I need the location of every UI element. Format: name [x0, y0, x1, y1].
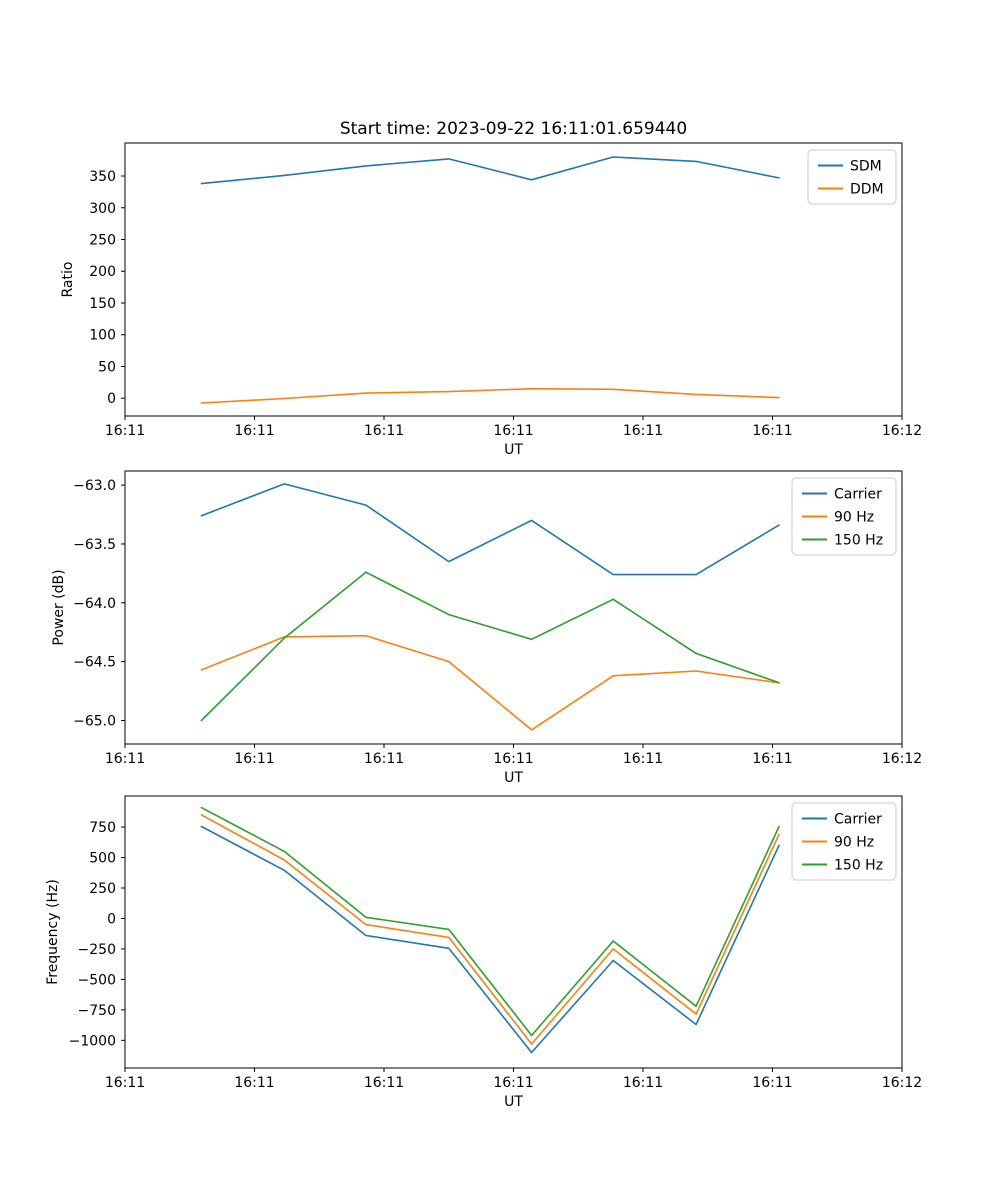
- plot-area: [124, 142, 903, 417]
- legend-entry: Carrier: [802, 487, 882, 503]
- x-tick-label: 16:11: [623, 1075, 663, 1091]
- x-axis-label: UT: [504, 1094, 523, 1110]
- x-tick-label: 16:11: [364, 1075, 404, 1091]
- x-tick-label: 16:11: [623, 751, 663, 767]
- legend-entry: 150 Hz: [802, 533, 883, 549]
- y-tick-label: 350: [89, 169, 116, 185]
- y-axis-label: Ratio: [60, 262, 76, 298]
- series-line-90-hz: [200, 814, 780, 1045]
- x-tick-label: 16:11: [493, 751, 533, 767]
- y-axis-label: Power (dB): [51, 569, 67, 645]
- legend-box: [791, 477, 897, 556]
- legend-box: [791, 802, 897, 881]
- x-tick-label: 16:12: [882, 1075, 922, 1091]
- legend-label: 150 Hz: [834, 533, 883, 549]
- series-line-carrier: [200, 825, 780, 1054]
- y-tick-label: 0: [107, 911, 116, 927]
- y-tick-label: −64.0: [73, 596, 116, 612]
- y-tick-label: 250: [89, 233, 116, 249]
- y-tick-label: 0: [107, 391, 116, 407]
- x-tick-label: 16:11: [493, 1075, 533, 1091]
- series-line-150-hz: [200, 571, 780, 722]
- legend-label: 90 Hz: [834, 510, 874, 526]
- x-axis-label: UT: [504, 770, 523, 786]
- x-tick-label: 16:11: [752, 1075, 792, 1091]
- legend-entry: Carrier: [802, 812, 882, 828]
- x-tick-label: 16:11: [623, 423, 663, 439]
- plot-area: [124, 470, 903, 745]
- legend-entry: SDM: [818, 159, 882, 175]
- x-tick-label: 16:11: [105, 423, 145, 439]
- y-tick-label: 300: [89, 201, 116, 217]
- x-tick-label: 16:11: [752, 751, 792, 767]
- x-tick-label: 16:11: [493, 423, 533, 439]
- y-tick-label: −750: [78, 1003, 116, 1019]
- y-tick-label: −250: [78, 942, 116, 958]
- y-tick-label: −63.0: [73, 478, 116, 494]
- x-tick-label: 16:11: [105, 1075, 145, 1091]
- series-line-90-hz: [200, 634, 780, 731]
- legend-label: 90 Hz: [834, 835, 874, 851]
- x-tick-label: 16:12: [882, 751, 922, 767]
- power-chart: 16:11 16:11 16:11 16:11 16:11 16:11 16:12 −65.0…: [51, 470, 922, 786]
- legend-label: 150 Hz: [834, 858, 883, 874]
- legend-entry: DDM: [818, 182, 884, 198]
- y-tick-label: −1000: [69, 1033, 116, 1049]
- x-axis-label: UT: [504, 442, 523, 458]
- x-tick-label: 16:11: [234, 1075, 274, 1091]
- y-tick-label: 500: [89, 851, 116, 867]
- series-line-ddm: [200, 387, 780, 404]
- y-tick-label: −65.0: [73, 713, 116, 729]
- x-tick-label: 16:11: [364, 751, 404, 767]
- y-tick-label: −500: [78, 972, 116, 988]
- legend-entry: 150 Hz: [802, 858, 883, 874]
- x-tick-label: 16:11: [234, 751, 274, 767]
- legend: SDM DDM: [807, 149, 897, 205]
- y-axis-label: Frequency (Hz): [45, 879, 61, 985]
- series-line-carrier: [200, 483, 780, 576]
- y-tick-label: 150: [89, 296, 116, 312]
- y-tick-label: 250: [89, 881, 116, 897]
- figure-title: Start time: 2023-09-22 16:11:01.659440: [340, 119, 687, 139]
- x-tick-label: 16:11: [364, 423, 404, 439]
- y-tick-label: 100: [89, 328, 116, 344]
- legend-label: Carrier: [834, 487, 882, 503]
- series-line-150-hz: [200, 806, 780, 1037]
- ratio-chart: Start time: 2023-09-22 16:11:01.659440 16…: [60, 119, 922, 458]
- x-tick-label: 16:12: [882, 423, 922, 439]
- y-tick-label: 50: [98, 359, 116, 375]
- legend-label: DDM: [850, 182, 884, 198]
- series-line-sdm: [200, 156, 780, 185]
- legend-entry: 90 Hz: [802, 835, 874, 851]
- legend-entry: 90 Hz: [802, 510, 874, 526]
- y-tick-label: 200: [89, 264, 116, 280]
- y-tick-label: −63.5: [73, 537, 116, 553]
- y-tick-label: 750: [89, 820, 116, 836]
- legend: Carrier 90 Hz 150 Hz: [791, 802, 897, 881]
- x-tick-label: 16:11: [752, 423, 792, 439]
- legend: Carrier 90 Hz 150 Hz: [791, 477, 897, 556]
- legend-label: SDM: [850, 159, 882, 175]
- frequency-chart: 16:11 16:11 16:11 16:11 16:11 16:11 16:12 750 50…: [45, 795, 922, 1110]
- legend-label: Carrier: [834, 812, 882, 828]
- legend-box: [807, 149, 897, 205]
- y-tick-label: −64.5: [73, 655, 116, 671]
- x-tick-label: 16:11: [105, 751, 145, 767]
- x-tick-label: 16:11: [234, 423, 274, 439]
